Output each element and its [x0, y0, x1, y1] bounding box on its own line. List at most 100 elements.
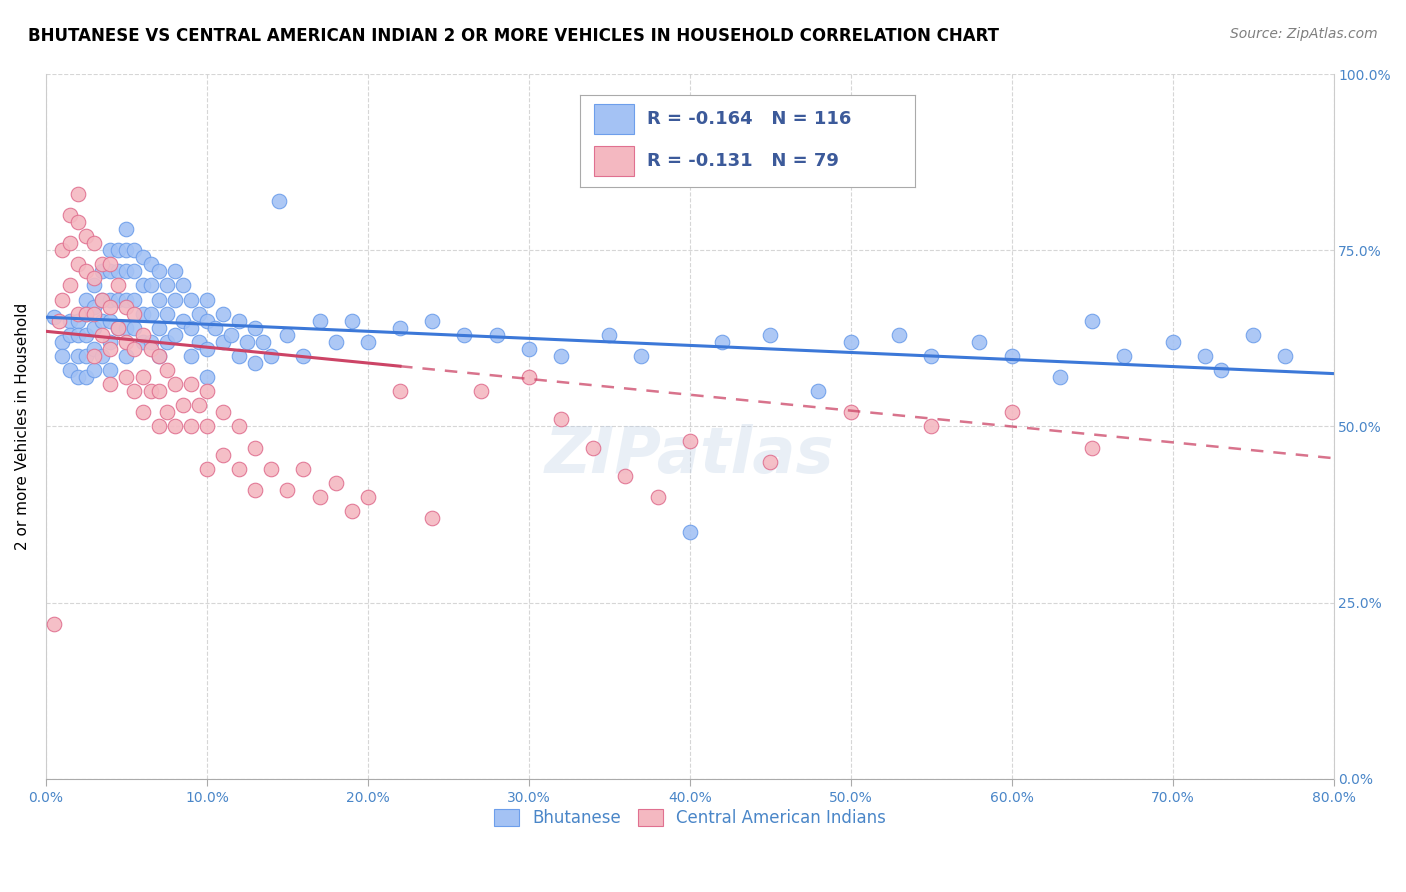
Point [517, 342, 540, 356]
Point [75, 370, 97, 384]
Point [887, 327, 910, 342]
Point [131, 250, 153, 264]
Point [67, 327, 90, 342]
Point [598, 327, 620, 342]
Point [75, 307, 97, 321]
Legend: Bhutanese, Central American Indians: Bhutanese, Central American Indians [486, 803, 893, 834]
Point [59, 314, 82, 328]
Point [91, 314, 114, 328]
Point [1001, 405, 1024, 419]
Point [51, 244, 73, 258]
Point [679, 525, 702, 540]
Point [124, 384, 146, 399]
Point [236, 334, 259, 349]
Point [148, 419, 170, 434]
Point [245, 320, 267, 334]
Point [131, 307, 153, 321]
Point [131, 405, 153, 419]
Point [139, 278, 162, 293]
Text: ZIPatlas: ZIPatlas [546, 424, 835, 485]
Point [83, 363, 105, 377]
Point [59, 363, 82, 377]
Point [124, 244, 146, 258]
Point [115, 320, 138, 334]
Point [308, 314, 330, 328]
Point [839, 405, 862, 419]
Point [124, 342, 146, 356]
Point [91, 349, 114, 363]
Point [228, 462, 250, 476]
Point [172, 398, 194, 412]
Point [807, 384, 830, 399]
Point [156, 278, 179, 293]
Point [195, 314, 218, 328]
Text: BHUTANESE VS CENTRAL AMERICAN INDIAN 2 OR MORE VEHICLES IN HOUSEHOLD CORRELATION: BHUTANESE VS CENTRAL AMERICAN INDIAN 2 O… [28, 27, 1000, 45]
Point [48, 314, 70, 328]
Point [172, 314, 194, 328]
Y-axis label: 2 or more Vehicles in Household: 2 or more Vehicles in Household [15, 303, 30, 550]
Point [172, 278, 194, 293]
Point [156, 363, 179, 377]
Point [67, 215, 90, 229]
Point [453, 327, 475, 342]
Point [614, 468, 637, 483]
Point [67, 349, 90, 363]
Point [115, 349, 138, 363]
Point [98, 264, 121, 278]
Point [156, 307, 179, 321]
Point [357, 334, 380, 349]
Point [148, 320, 170, 334]
Point [42, 310, 65, 325]
Point [759, 327, 782, 342]
Point [107, 320, 129, 334]
Point [148, 264, 170, 278]
Point [212, 307, 235, 321]
Point [195, 342, 218, 356]
Point [59, 236, 82, 251]
Point [187, 307, 209, 321]
Point [389, 384, 412, 399]
Point [67, 314, 90, 328]
Point [115, 244, 138, 258]
Point [91, 327, 114, 342]
Point [67, 257, 90, 271]
Point [83, 278, 105, 293]
Point [91, 264, 114, 278]
Point [98, 342, 121, 356]
Point [124, 264, 146, 278]
Point [630, 349, 652, 363]
Point [920, 419, 942, 434]
Point [107, 293, 129, 307]
Point [180, 419, 202, 434]
Point [163, 419, 186, 434]
Point [83, 271, 105, 285]
Point [759, 455, 782, 469]
Point [107, 244, 129, 258]
Point [292, 349, 315, 363]
Point [276, 327, 298, 342]
Point [51, 334, 73, 349]
Point [163, 293, 186, 307]
Point [115, 300, 138, 314]
Point [156, 334, 179, 349]
Point [139, 334, 162, 349]
Point [163, 377, 186, 392]
Point [485, 327, 508, 342]
Point [340, 314, 363, 328]
Point [107, 320, 129, 334]
Point [75, 293, 97, 307]
Point [1274, 349, 1296, 363]
Point [75, 229, 97, 244]
Point [115, 222, 138, 236]
Point [115, 370, 138, 384]
Point [98, 244, 121, 258]
Point [470, 384, 492, 399]
Point [260, 462, 283, 476]
Point [219, 327, 242, 342]
Point [252, 334, 274, 349]
Point [124, 320, 146, 334]
Point [131, 327, 153, 342]
Point [83, 342, 105, 356]
Point [98, 257, 121, 271]
Point [83, 349, 105, 363]
